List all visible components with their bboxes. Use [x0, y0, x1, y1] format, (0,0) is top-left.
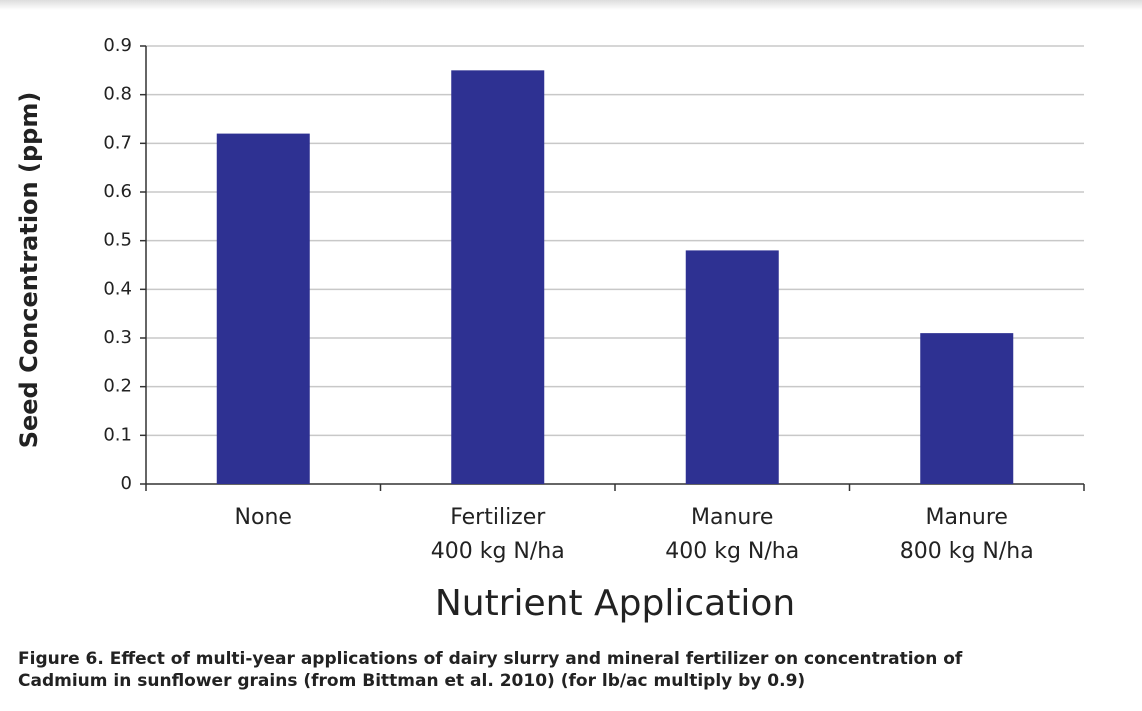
y-axis-label: Seed Concentration (ppm) — [15, 92, 43, 449]
x-tick-label: 400 kg N/ha — [431, 539, 565, 564]
y-tick-label: 0.1 — [103, 424, 132, 445]
y-tick-label: 0.3 — [103, 327, 132, 348]
x-axis-label: Nutrient Application — [435, 583, 795, 624]
x-tick-label: Manure — [926, 505, 1008, 530]
y-tick-label: 0.4 — [103, 278, 132, 299]
x-tick-label: None — [235, 505, 292, 530]
y-tick-label: 0.5 — [103, 230, 132, 251]
x-tick-label: 400 kg N/ha — [665, 539, 799, 564]
x-tick-label: Manure — [691, 505, 773, 530]
y-tick-label: 0.9 — [103, 35, 132, 56]
bar — [920, 333, 1014, 484]
x-tick-label: Fertilizer — [450, 505, 546, 530]
bar — [685, 250, 779, 484]
y-tick-label: 0.6 — [103, 181, 132, 202]
top-shadow — [0, 0, 1142, 10]
caption-line: Cadmium in sunflower grains (from Bittma… — [18, 671, 805, 691]
bar — [216, 133, 310, 484]
bar — [451, 70, 545, 484]
x-tick-label: 800 kg N/ha — [900, 539, 1034, 564]
y-tick-label: 0.7 — [103, 132, 132, 153]
y-tick-label: 0.8 — [103, 84, 132, 105]
y-tick-label: 0.2 — [103, 376, 132, 397]
y-tick-label: 0 — [121, 473, 132, 494]
caption-line: Figure 6. Effect of multi-year applicati… — [18, 649, 963, 669]
